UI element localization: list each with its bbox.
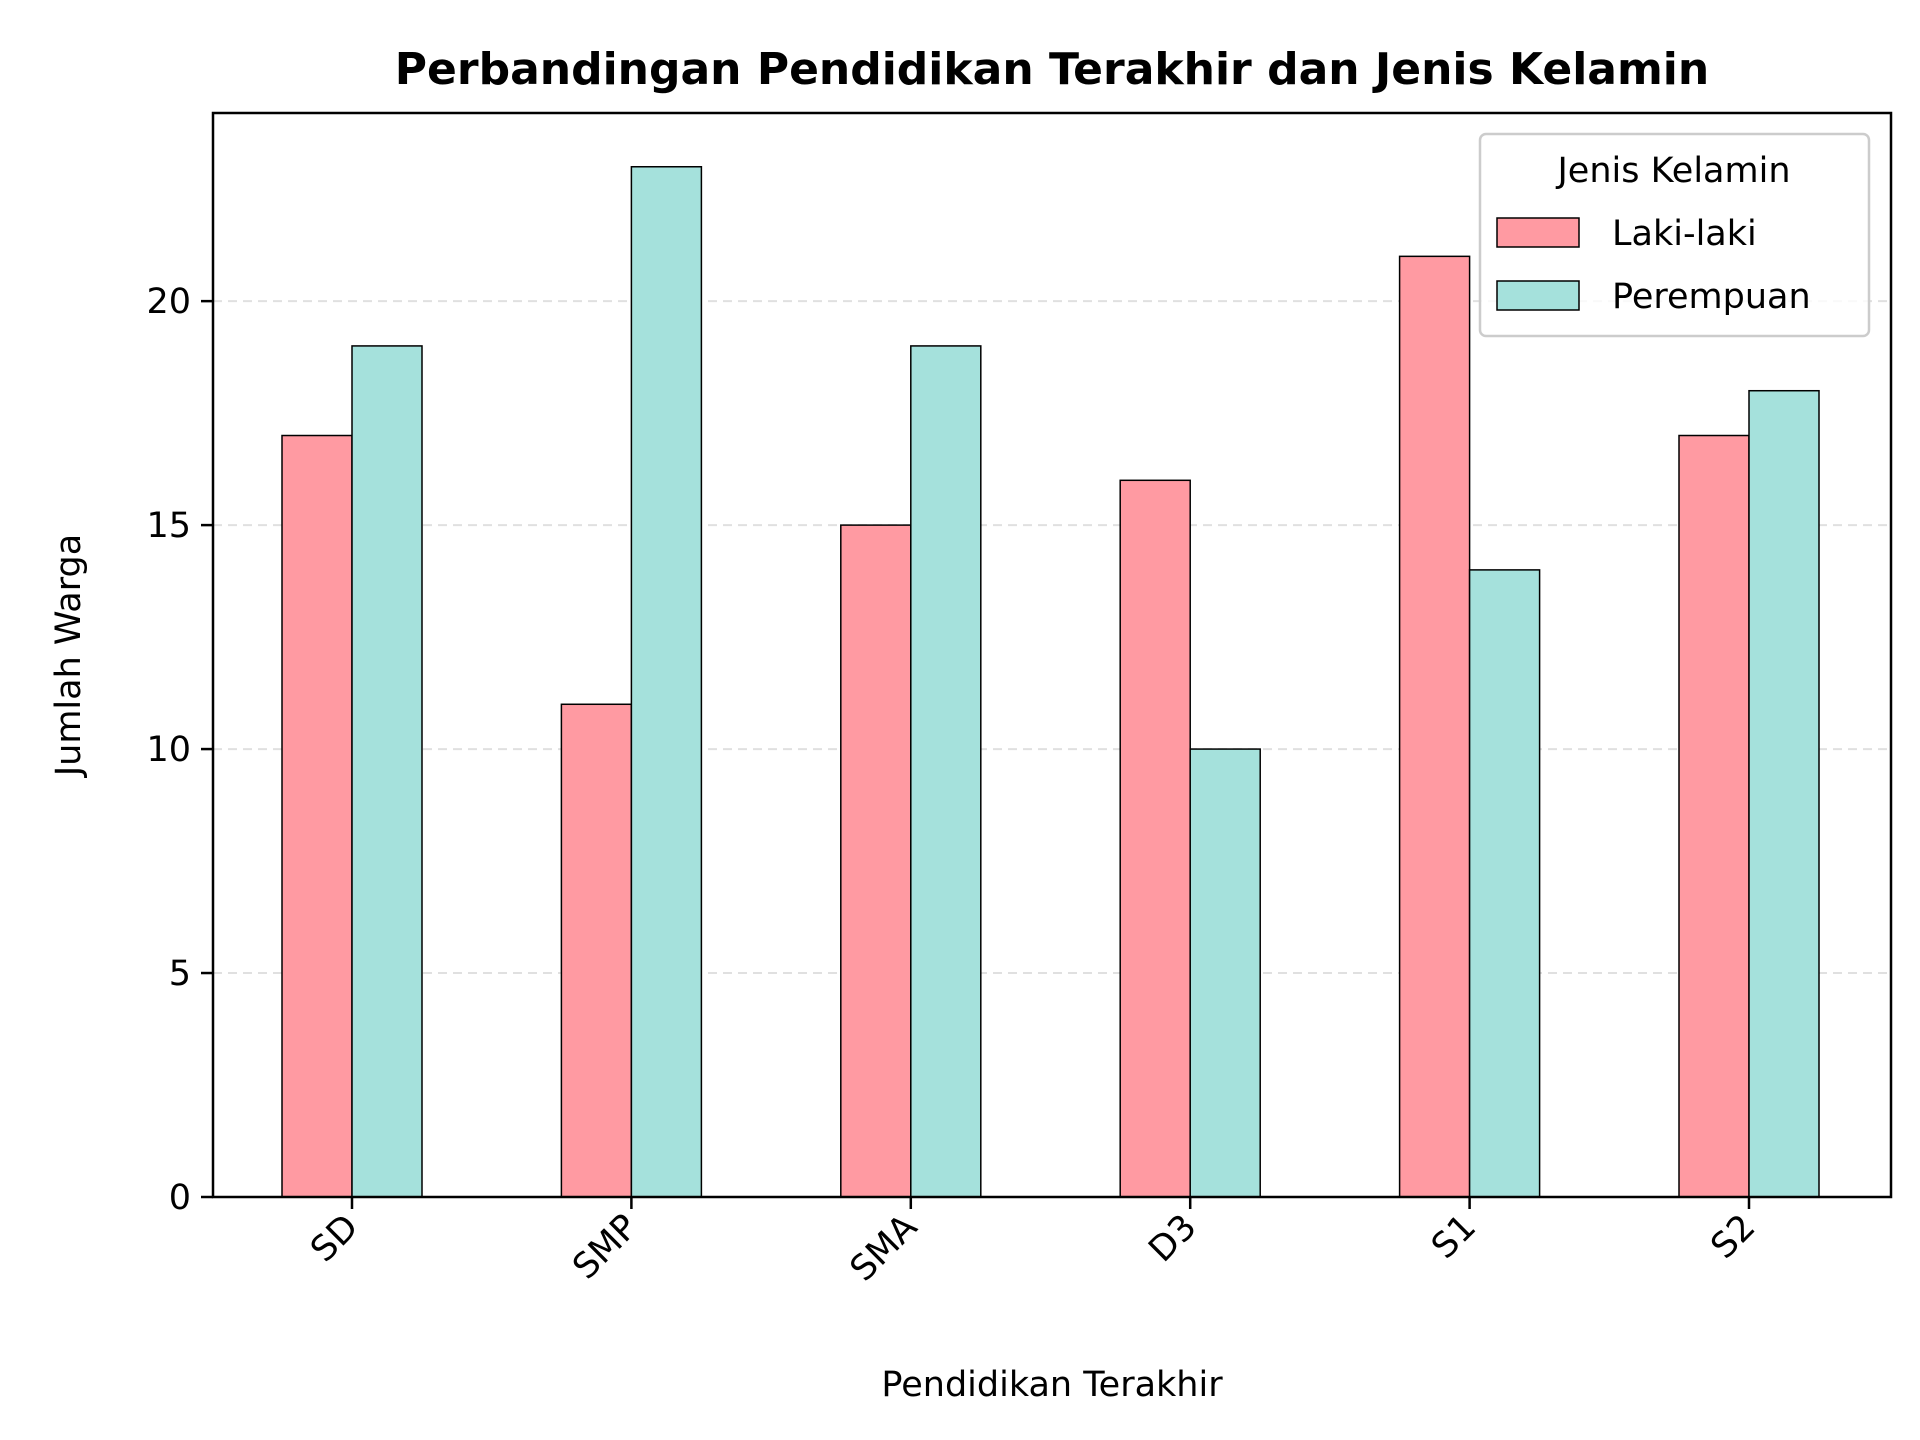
legend-swatch-laki-laki: [1496, 217, 1580, 248]
bar-perempuan-s1: [1468, 569, 1541, 1198]
x-axis-label: Pendidikan Terakhir: [881, 1365, 1223, 1405]
bar-laki-laki-s2: [1678, 434, 1750, 1198]
y-tick-label-20: 20: [146, 282, 191, 322]
chart-title: Perbandingan Pendidikan Terakhir dan Jen…: [395, 44, 1709, 95]
legend-title: Jenis Kelamin: [1555, 151, 1790, 191]
bars: [281, 166, 1820, 1198]
legend-label-perempuan: Perempuan: [1612, 277, 1811, 317]
legend-swatch-perempuan: [1496, 280, 1580, 311]
bar-perempuan-d3: [1189, 748, 1261, 1198]
y-tick-label-0: 0: [169, 1178, 191, 1218]
y-tick-label-5: 5: [169, 954, 191, 994]
y-axis-label: Jumlah Warga: [49, 534, 89, 778]
legend: Jenis Kelamin Laki-laki Perempuan: [1478, 132, 1871, 338]
bar-laki-laki-sma: [840, 524, 912, 1198]
bar-laki-laki-sd: [281, 434, 353, 1198]
plot-frame: [211, 111, 1893, 1199]
bar-laki-laki-smp: [560, 703, 633, 1198]
y-tick-label-15: 15: [146, 506, 191, 546]
bar-laki-laki-d3: [1119, 479, 1191, 1198]
legend-label-laki-laki: Laki-laki: [1612, 214, 1757, 254]
bar-perempuan-smp: [630, 166, 703, 1198]
bar-perempuan-sma: [910, 345, 982, 1198]
bar-perempuan-sd: [351, 345, 423, 1198]
bar-laki-laki-s1: [1398, 255, 1471, 1198]
y-tick-label-10: 10: [146, 730, 191, 770]
y-axis-ticks: 0 5 10 15 20: [146, 282, 213, 1218]
bar-perempuan-s2: [1748, 389, 1820, 1198]
